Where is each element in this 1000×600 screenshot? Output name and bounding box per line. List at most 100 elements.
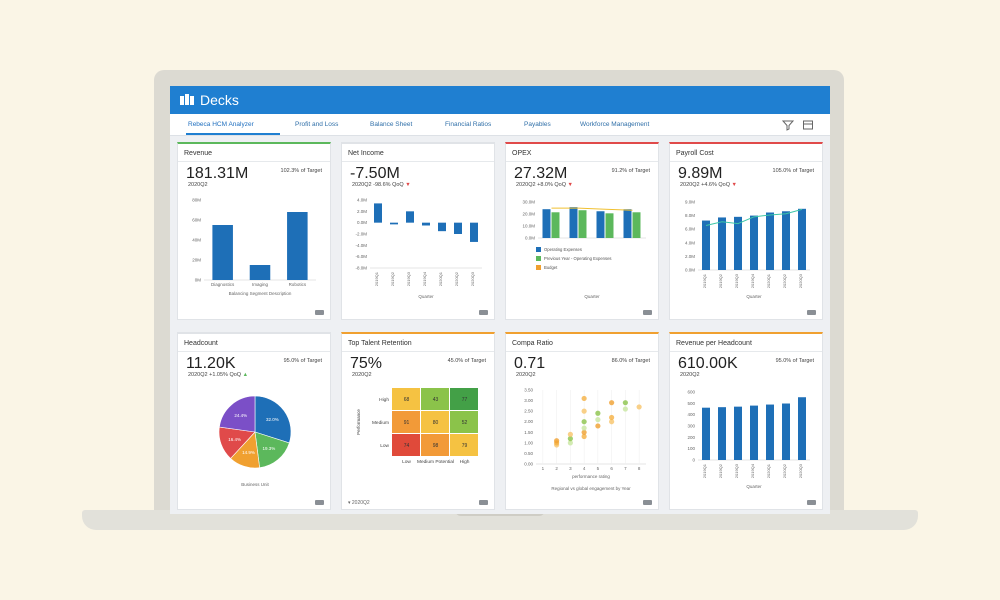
trend-line: [705, 208, 803, 226]
tab-hcm-analyzer[interactable]: Rebeca HCM Analyzer: [188, 121, 254, 128]
x-tick-label: 2019Q3: [734, 273, 739, 288]
card-menu-icon[interactable]: [315, 310, 324, 315]
x-tick-label: 2019Q2: [718, 463, 723, 478]
card-menu-icon[interactable]: [643, 310, 652, 315]
bar: [438, 222, 446, 232]
x-tick-label: 7: [624, 466, 627, 471]
layout-icon[interactable]: [802, 119, 814, 131]
compa-scatter: 3.50 3.00 2.50 2.00 1.50 1.00 0.50 0.00 1 2 3 4 5 6 7 8…: [524, 388, 646, 491]
card-menu-icon[interactable]: [807, 310, 816, 315]
kpi-value: 27.32M: [514, 165, 568, 182]
kpi-target: 45.0% of Target: [447, 358, 486, 364]
card-menu-icon[interactable]: [315, 500, 324, 505]
kpi-target: 95.0% of Target: [283, 358, 322, 364]
legend-swatch: [536, 265, 541, 270]
kpi-value: 11.20K: [186, 355, 236, 372]
x-tick-label: 2019Q2: [390, 271, 395, 286]
tab-profit-loss[interactable]: Profit and Loss: [295, 121, 339, 128]
bar: [454, 222, 462, 234]
card-compa-ratio[interactable]: Compa Ratio 0.71 86.0% of Target 2020Q2 …: [505, 332, 659, 510]
bar: [569, 207, 578, 238]
kpi-period-change: 2020Q2 +4.6% QoQ ▼: [680, 182, 737, 188]
app-screen: Decks Rebeca HCM Analyzer Profit and Los…: [170, 86, 830, 514]
pie-slice: [254, 431, 290, 469]
card-title: Payroll Cost: [676, 150, 714, 157]
card-divider: [342, 351, 494, 352]
bar: [551, 212, 560, 238]
y-tick-label: 40M: [192, 238, 201, 243]
heatmap-value: 52: [462, 420, 468, 426]
x-tick-label: 2019Q1: [374, 271, 379, 286]
kpi-period: 2020Q2: [516, 372, 536, 378]
tab-financial-ratios[interactable]: Financial Ratios: [445, 121, 492, 128]
card-divider: [506, 351, 658, 352]
y-tick-label: 0.0M: [525, 236, 535, 241]
laptop-base: [82, 510, 918, 530]
tab-bar: Rebeca HCM Analyzer Profit and Loss Bala…: [170, 114, 830, 136]
revenue-chart: 80M 60M 40M 20M 0M Diagnostics Imaging Robotics…: [192, 198, 316, 296]
x-tick-label: 2: [555, 466, 558, 471]
kpi-period: 2020Q2: [352, 182, 372, 188]
heatmap-value: 74: [404, 443, 410, 449]
card-menu-icon[interactable]: [479, 310, 488, 315]
kpi-change: +8.0%: [537, 182, 553, 188]
card-revenue-per-headcount[interactable]: Revenue per Headcount 610.00K 95.0% of T…: [669, 332, 823, 510]
down-arrow-icon: ▼: [731, 182, 737, 188]
x-tick-label: 2019Q4: [750, 273, 755, 288]
heatmap-col-label: Low: [402, 459, 411, 465]
x-tick-label: 2020Q1: [766, 273, 771, 288]
card-menu-icon[interactable]: [643, 500, 652, 505]
legend-entry: Operating Expenses: [544, 247, 582, 252]
heatmap-value: 68: [404, 397, 410, 403]
card-headcount[interactable]: Headcount 11.20K 95.0% of Target 2020Q2 …: [177, 332, 331, 510]
x-axis-label: Balancing Segment Description: [229, 291, 292, 296]
kpi-period: 2020Q2: [188, 372, 208, 378]
card-title: Compa Ratio: [512, 340, 553, 347]
y-tick-label: 400: [687, 412, 695, 417]
scatter-point: [567, 431, 573, 437]
card-top-talent-retention[interactable]: Top Talent Retention 75% 45.0% of Target…: [341, 332, 495, 510]
y-tick-label: 60M: [192, 218, 201, 223]
bar: [632, 212, 641, 238]
card-menu-icon[interactable]: [479, 500, 488, 505]
scatter-point: [595, 410, 601, 416]
kpi-compare: QoQ: [554, 182, 567, 188]
app-title: Decks: [200, 92, 239, 108]
tab-workforce-management[interactable]: Workforce Management: [580, 121, 650, 128]
scatter-point: [636, 404, 642, 410]
y-tick-label: 80M: [192, 198, 201, 203]
y-tick-label: 4.0M: [685, 240, 695, 245]
y-tick-label: 4.0M: [357, 198, 367, 203]
payroll-chart: 9.0M 8.0M 6.0M 4.0M 2.0M 0.0M 2019Q1 2019Q2 2019…: [685, 200, 810, 299]
bar: [374, 203, 382, 223]
kpi-value: -7.50M: [350, 165, 400, 182]
heatmap-footer: ▾ 2020Q2: [348, 500, 370, 506]
bar: [422, 222, 430, 226]
heatmap-y-label: Performance: [356, 409, 361, 435]
kpi-target: 86.0% of Target: [611, 358, 650, 364]
card-net-income[interactable]: Net Income -7.50M 2020Q2 -98.6% QoQ ▼ 4.…: [341, 142, 495, 320]
card-menu-icon[interactable]: [807, 500, 816, 505]
filter-icon[interactable]: [782, 119, 794, 131]
y-tick-label: 0.0M: [685, 268, 695, 273]
x-tick-label: 3: [569, 466, 572, 471]
x-tick-label: 8: [638, 466, 641, 471]
y-tick-label: 3.00: [524, 398, 533, 403]
card-payroll-cost[interactable]: Payroll Cost 9.89M 105.0% of Target 2020…: [669, 142, 823, 320]
bar: [798, 208, 806, 270]
heatmap-cell: [421, 411, 449, 433]
tab-payables[interactable]: Payables: [524, 121, 551, 128]
chart-legend-label: Regional vs global engagement by Year: [551, 486, 631, 491]
bar: [702, 220, 710, 270]
tab-balance-sheet[interactable]: Balance Sheet: [370, 121, 413, 128]
y-tick-label: -2.0M: [355, 232, 367, 237]
card-opex[interactable]: OPEX 27.32M 91.2% of Target 2020Q2 +8.0%…: [505, 142, 659, 320]
scatter-point: [567, 440, 573, 446]
scatter-point: [581, 395, 587, 402]
net-income-chart: 4.0M 2.0M 0.0M -2.0M -4.0M -6.0M -8.0M 2019Q1 20…: [355, 198, 482, 299]
heatmap-cell: [421, 388, 449, 410]
scatter-point: [622, 406, 628, 412]
bar: [718, 217, 726, 270]
card-revenue[interactable]: Revenue 181.31M 102.3% of Target 2020Q2 …: [177, 142, 331, 320]
y-tick-label: 100: [687, 446, 695, 451]
